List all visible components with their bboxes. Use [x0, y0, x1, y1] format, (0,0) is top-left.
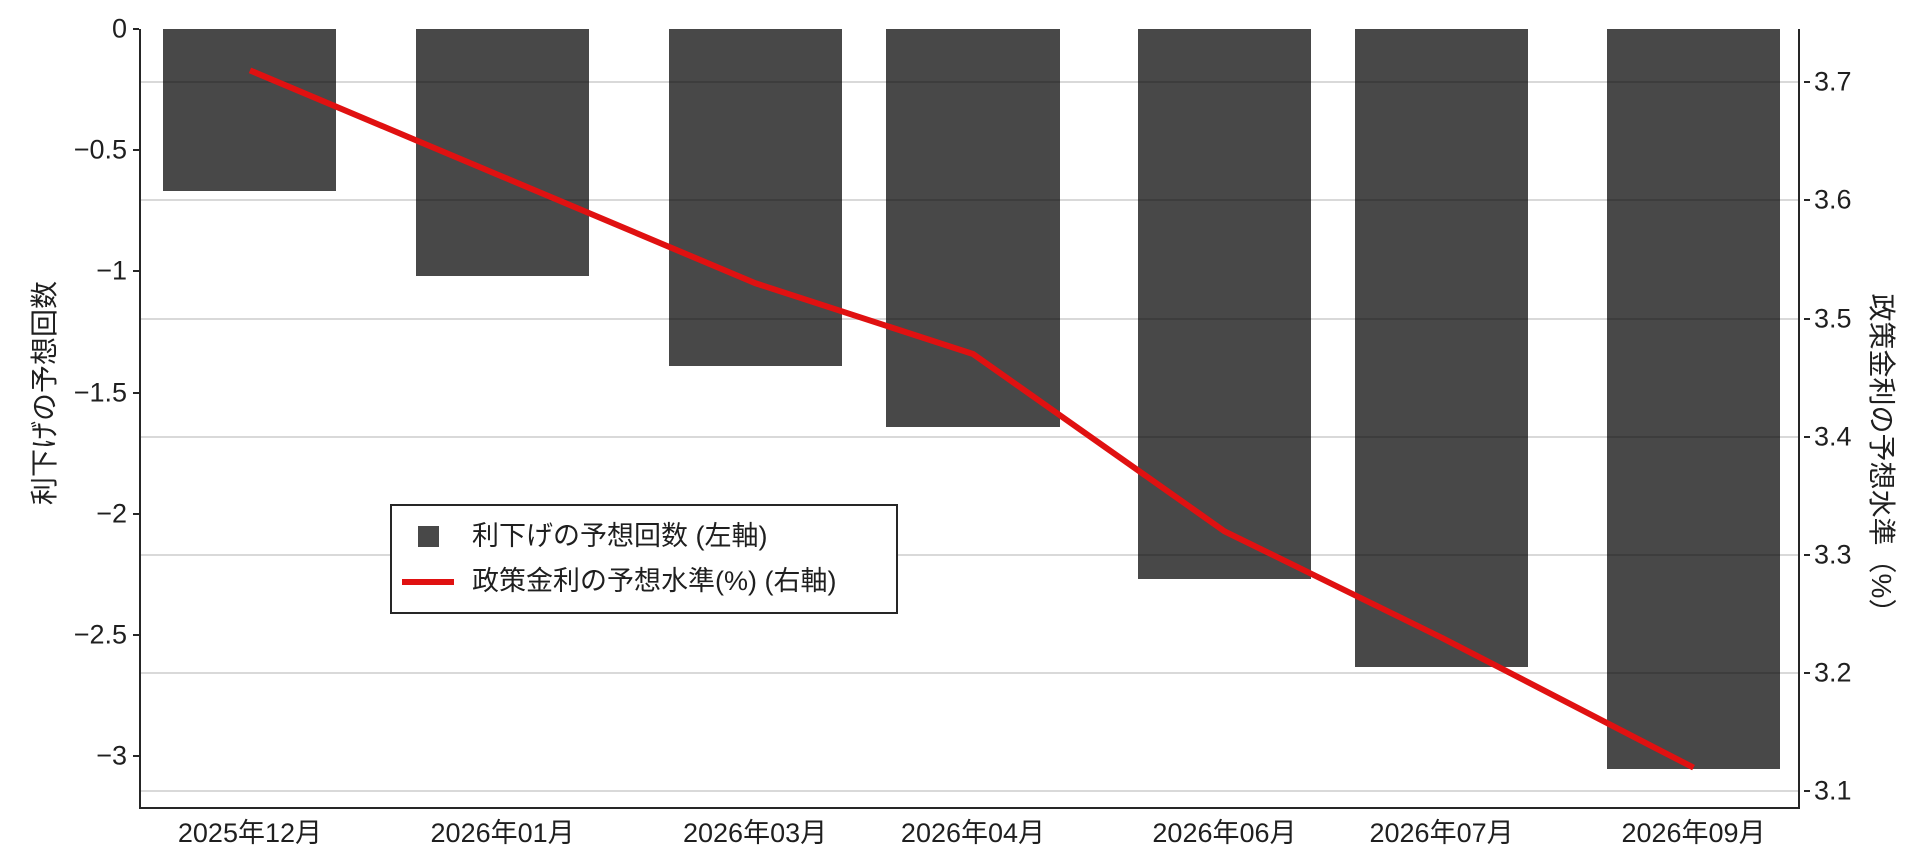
right-axis-tick: [1804, 790, 1810, 793]
bar: [1606, 29, 1781, 769]
legend-item-bars: 利下げの予想回数 (左軸): [402, 514, 896, 559]
right-axis-tick-label: 3.7: [1814, 66, 1852, 97]
legend-item-line: 政策金利の予想水準(%) (右軸): [402, 559, 896, 604]
right-axis-tick: [1804, 553, 1810, 556]
right-axis-tick-label: 3.2: [1814, 657, 1852, 688]
right-axis-tick-label: 3.1: [1814, 775, 1852, 806]
x-axis-tick-label: 2026年03月: [683, 818, 828, 848]
legend-marker-box: [402, 526, 454, 547]
gridline: [141, 435, 1798, 438]
left-axis-tick-label: −1.5: [73, 377, 127, 408]
left-axis-tick: [133, 634, 139, 637]
policy-rate-line: [248, 67, 1695, 771]
plot-area: [139, 29, 1800, 809]
legend-label: 政策金利の予想水準(%) (右軸): [472, 566, 837, 596]
x-axis-tick-label: 2026年09月: [1621, 818, 1766, 848]
x-axis-tick-label: 2026年06月: [1152, 818, 1297, 848]
bar: [163, 29, 337, 192]
left-axis-tick: [133, 512, 139, 515]
right-axis-tick: [1804, 81, 1810, 84]
gridline: [141, 317, 1798, 320]
right-axis-tick: [1804, 199, 1810, 202]
left-axis-tick: [133, 755, 139, 758]
x-axis-tick-label: 2025年12月: [177, 818, 323, 848]
bar: [886, 29, 1060, 427]
legend-marker-box: [402, 578, 454, 585]
legend-label: 利下げの予想回数 (左軸): [472, 521, 768, 551]
bar: [668, 29, 842, 367]
left-axis-tick: [133, 149, 139, 152]
right-axis-tick: [1804, 317, 1810, 320]
x-axis-tick-label: 2026年04月: [900, 818, 1046, 848]
gridline: [141, 553, 1798, 556]
left-axis-tick: [133, 391, 139, 394]
left-axis-tick-label: −3: [96, 740, 127, 771]
left-axis-tick-label: −1: [96, 255, 127, 286]
right-axis-tick: [1804, 435, 1810, 438]
x-axis-tick-label: 2026年01月: [430, 818, 575, 848]
right-axis-tick-label: 3.5: [1814, 303, 1852, 334]
right-axis-tick-label: 3.4: [1814, 421, 1852, 452]
gridline: [141, 672, 1798, 675]
bar-swatch-icon: [417, 526, 439, 547]
right-axis-tick-label: 3.6: [1814, 184, 1852, 215]
left-axis-tick-label: −2.5: [73, 619, 127, 650]
policy-rate-line-layer: [248, 67, 1695, 771]
gridline: [141, 790, 1798, 793]
x-axis-tick-label: 2026年07月: [1369, 818, 1514, 848]
left-axis-title: 利下げの予想回数: [29, 280, 60, 506]
line-swatch-icon: [402, 578, 454, 585]
left-axis-tick: [133, 270, 139, 273]
left-axis-tick-label: −2: [96, 498, 127, 529]
right-axis-tick: [1804, 672, 1810, 675]
legend: 利下げの予想回数 (左軸) 政策金利の予想水準(%) (右軸): [390, 504, 898, 614]
left-axis-tick: [133, 28, 139, 30]
left-axis-tick-label: 0: [111, 13, 127, 44]
left-axis-tick-label: −0.5: [73, 134, 127, 165]
right-axis-title: 政策金利の予想水準（%）: [1866, 293, 1897, 627]
bar: [1355, 29, 1529, 667]
right-axis-tick-label: 3.3: [1814, 539, 1852, 570]
gridline: [141, 199, 1798, 202]
gridline: [141, 81, 1798, 84]
